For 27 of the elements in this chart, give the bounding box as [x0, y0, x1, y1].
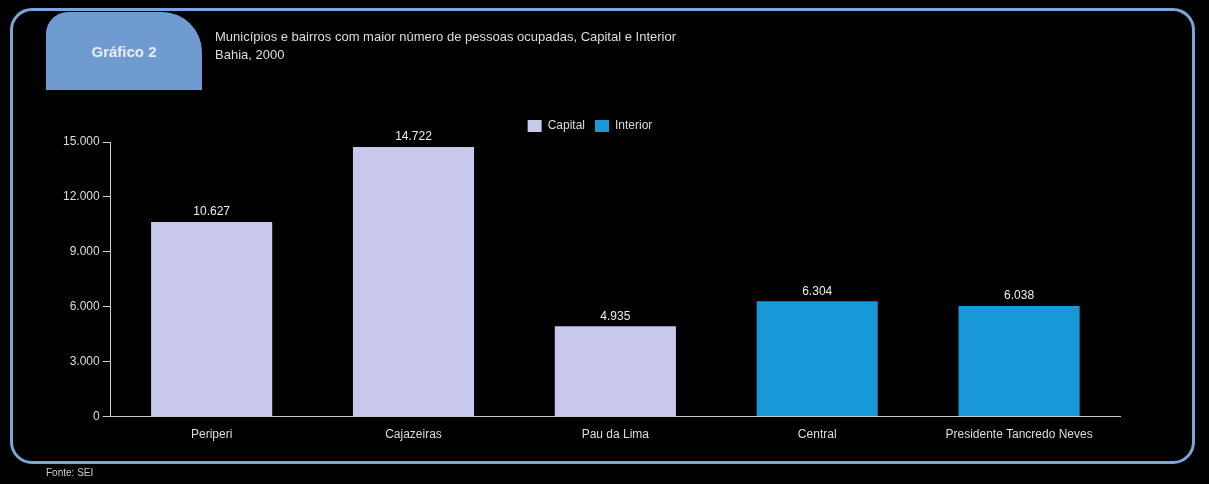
x-tick-label: Presidente Tancredo Neves — [945, 427, 1093, 442]
data-label: 14.722 — [395, 129, 433, 144]
bar — [554, 326, 676, 417]
data-label: 6.304 — [802, 283, 833, 298]
text: Gráfico 2 — [46, 12, 202, 90]
data-label: 6.038 — [1004, 288, 1035, 303]
y-tick-label: 0 — [93, 408, 101, 423]
y-tick-label: 12.000 — [63, 189, 101, 204]
legend-label: Interior — [615, 118, 653, 133]
source-note: Fonte: SEI — [46, 467, 94, 478]
x-tick-label: Periperi — [190, 427, 233, 442]
x-tick-label: Central — [797, 427, 837, 442]
y-tick-label: 6.000 — [69, 299, 101, 314]
x-tick-label: Cajazeiras — [385, 427, 442, 442]
data-label: 4.935 — [600, 308, 631, 323]
chart-subtitle: Bahia, 2000 — [215, 46, 286, 64]
y-tick-label: 3.000 — [69, 353, 101, 368]
bar — [958, 306, 1080, 417]
data-label: 10.627 — [193, 204, 231, 219]
chart-title: Municípios e bairros com maior número de pessoas ocupadas, Capital e Interior — [215, 28, 677, 46]
bar — [352, 147, 475, 417]
bar — [151, 222, 273, 417]
x-tick-label: Pau da Lima — [581, 427, 650, 442]
y-tick-label: 15.000 — [63, 134, 101, 149]
bar — [756, 301, 878, 417]
legend-label: Capital — [547, 118, 586, 133]
y-tick-label: 9.000 — [69, 244, 101, 259]
